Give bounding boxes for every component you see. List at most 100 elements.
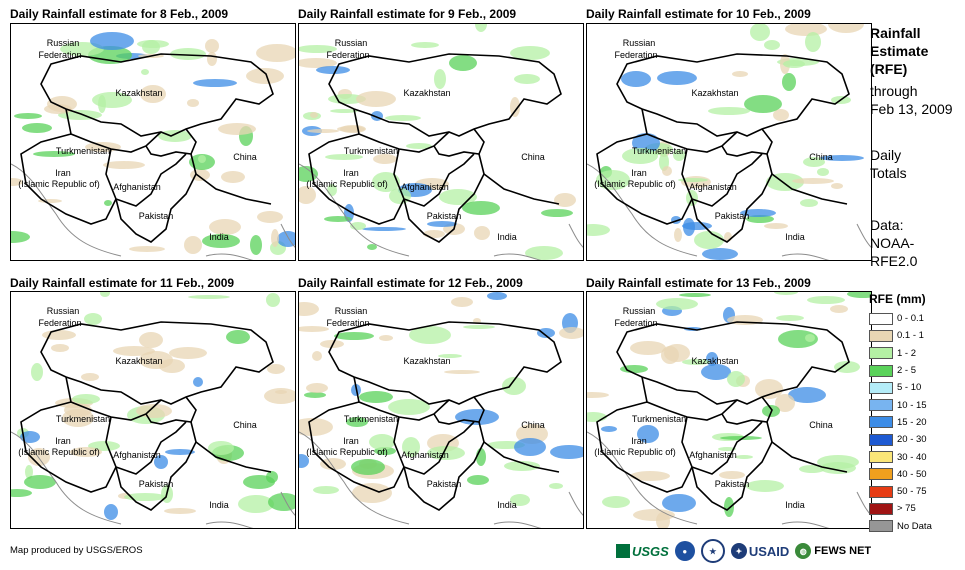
- svg-text:Russian: Russian: [335, 38, 368, 48]
- rainfall-patch: [266, 471, 278, 483]
- rainfall-patch: [103, 161, 145, 169]
- svg-text:Afghanistan: Afghanistan: [401, 182, 449, 192]
- rainfall-patch: [847, 292, 871, 298]
- svg-text:Iran: Iran: [55, 436, 71, 446]
- label-india: India: [497, 232, 517, 242]
- label-russia-1: Russian: [623, 306, 656, 316]
- legend-swatch: [869, 312, 893, 325]
- rainfall-patch: [475, 24, 487, 32]
- legend-item: 5 - 10: [869, 379, 932, 396]
- label-turkmenistan: Turkmenistan: [56, 146, 110, 156]
- svg-text:Afghanistan: Afghanistan: [113, 182, 161, 192]
- rainfall-patch: [720, 436, 762, 440]
- label-russia-1: Russian: [47, 306, 80, 316]
- rainfall-patch: [306, 383, 328, 393]
- svg-text:Russian: Russian: [47, 306, 80, 316]
- rainfall-patch: [312, 351, 322, 361]
- svg-text:China: China: [809, 420, 833, 430]
- svg-text:Russian: Russian: [335, 306, 368, 316]
- rainfall-patch: [449, 55, 477, 71]
- country-border: [771, 173, 848, 205]
- rainfall-patch: [799, 465, 825, 473]
- rainfall-patch: [673, 149, 685, 161]
- svg-text:Afghanistan: Afghanistan: [689, 450, 737, 460]
- label-iran-1: Iran: [631, 436, 647, 446]
- label-russia-2: Federation: [614, 318, 657, 328]
- rainfall-patch: [139, 332, 163, 348]
- svg-text:Turkmenistan: Turkmenistan: [56, 414, 110, 424]
- rfe-legend: RFE (mm) 0 - 0.1 0.1 - 1 1 - 2 2 - 5 5 - 10 1…: [869, 292, 932, 535]
- rainfall-patch: [257, 211, 283, 223]
- rainfall-patch: [313, 486, 339, 494]
- rainfall-patch: [246, 68, 284, 84]
- rainfall-patch: [828, 24, 864, 33]
- legend-label: 15 - 20: [897, 416, 927, 428]
- rainfall-patch: [207, 52, 217, 66]
- rainfall-patch: [487, 292, 507, 300]
- rainfall-patch: [775, 394, 795, 412]
- country-border: [616, 53, 850, 137]
- label-india: India: [785, 500, 805, 510]
- svg-text:Federation: Federation: [326, 50, 369, 60]
- rainfall-patch: [656, 298, 698, 310]
- rainfall-patch: [455, 409, 499, 425]
- legend-item: 10 - 15: [869, 396, 932, 413]
- rainfall-patch: [184, 236, 202, 254]
- rainfall-patch: [141, 69, 149, 75]
- rainfall-patch: [299, 58, 337, 68]
- rainfall-patch: [90, 32, 134, 50]
- legend-label: 20 - 30: [897, 434, 927, 446]
- rainfall-patch: [409, 326, 451, 344]
- svg-text:China: China: [521, 420, 545, 430]
- rainfall-patch: [299, 326, 329, 332]
- country-border: [308, 133, 405, 225]
- label-iran-1: Iran: [343, 436, 359, 446]
- rainfall-patch: [776, 315, 804, 321]
- legend-item: 50 - 75: [869, 483, 932, 500]
- rainfall-patch: [750, 24, 770, 41]
- label-india: India: [497, 500, 517, 510]
- rainfall-patch: [664, 344, 690, 362]
- rainfall-patch: [724, 497, 734, 517]
- rainfall-patch: [550, 445, 583, 459]
- rainfall-patch: [307, 129, 339, 133]
- rainfall-patch: [694, 231, 724, 249]
- map-graphic: Russian Federation Kazakhstan Turkmenist…: [11, 32, 295, 260]
- usaid-seal-icon: ✦: [730, 543, 747, 559]
- label-iran-2: (Islamic Republic of): [594, 179, 676, 189]
- rainfall-patch: [438, 354, 462, 358]
- country-border: [115, 421, 197, 511]
- rainfall-patch: [70, 447, 102, 457]
- legend-item: 40 - 50: [869, 466, 932, 483]
- label-india: India: [785, 232, 805, 242]
- rainfall-patch: [783, 60, 805, 68]
- rainfall-patch: [820, 155, 864, 161]
- rainfall-patch: [463, 325, 495, 329]
- country-border: [681, 416, 763, 475]
- rainfall-patch: [620, 365, 648, 373]
- rainfall-patch: [701, 364, 731, 380]
- svg-text:Kazakhstan: Kazakhstan: [691, 356, 738, 366]
- rainfall-patch: [25, 465, 33, 479]
- rainfall-patch: [72, 394, 100, 404]
- rainfall-patch: [352, 483, 392, 503]
- svg-text:(Islamic Republic of): (Islamic Republic of): [594, 179, 676, 189]
- svg-text:India: India: [209, 232, 229, 242]
- label-russia-1: Russian: [623, 38, 656, 48]
- rainfall-patch: [602, 496, 630, 508]
- country-border: [721, 128, 773, 157]
- rainfall-patch: [803, 157, 825, 167]
- map-graphic: Russian Federation Kazakhstan Turkmenist…: [299, 292, 583, 528]
- rainfall-patch: [402, 437, 420, 457]
- country-border: [40, 53, 274, 137]
- rainfall-patch: [679, 293, 711, 297]
- rainfall-patch: [622, 148, 658, 164]
- rainfall-patch: [406, 143, 432, 149]
- rainfall-patch: [238, 495, 274, 513]
- rainfall-patch: [727, 371, 745, 387]
- rainfall-patch: [510, 46, 550, 60]
- usgs-mark-icon: [616, 544, 630, 558]
- legend-title: RFE (mm): [869, 292, 926, 306]
- rainfall-patch: [755, 379, 783, 399]
- rainfall-patch: [356, 91, 396, 107]
